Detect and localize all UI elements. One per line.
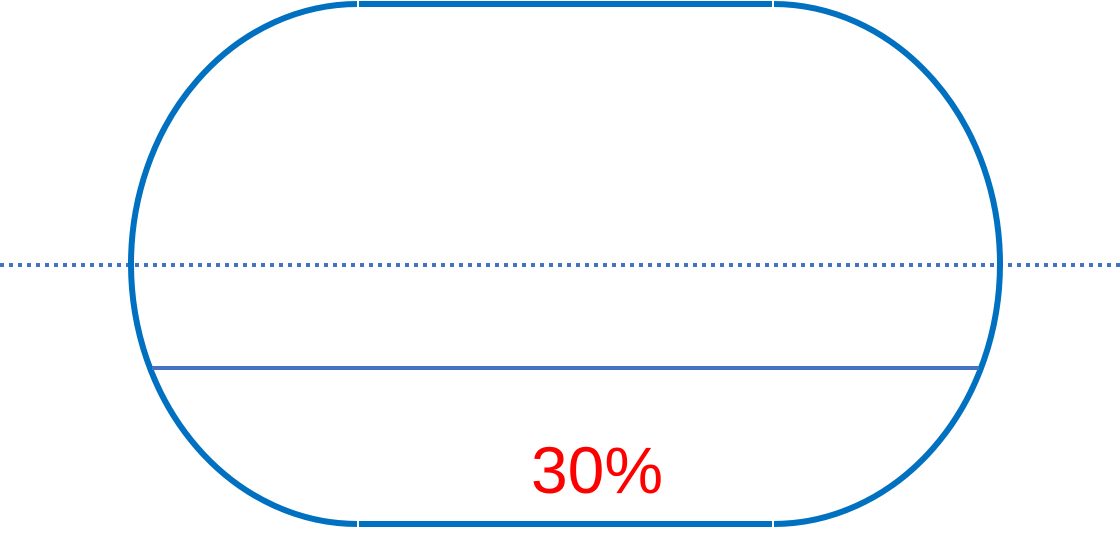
fill-level-label: 30% bbox=[531, 433, 663, 507]
outline-joints bbox=[357, 0, 774, 528]
